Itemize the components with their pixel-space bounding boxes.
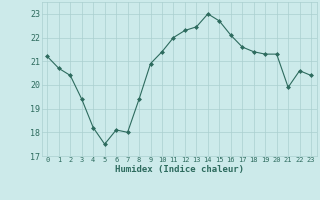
X-axis label: Humidex (Indice chaleur): Humidex (Indice chaleur) xyxy=(115,165,244,174)
